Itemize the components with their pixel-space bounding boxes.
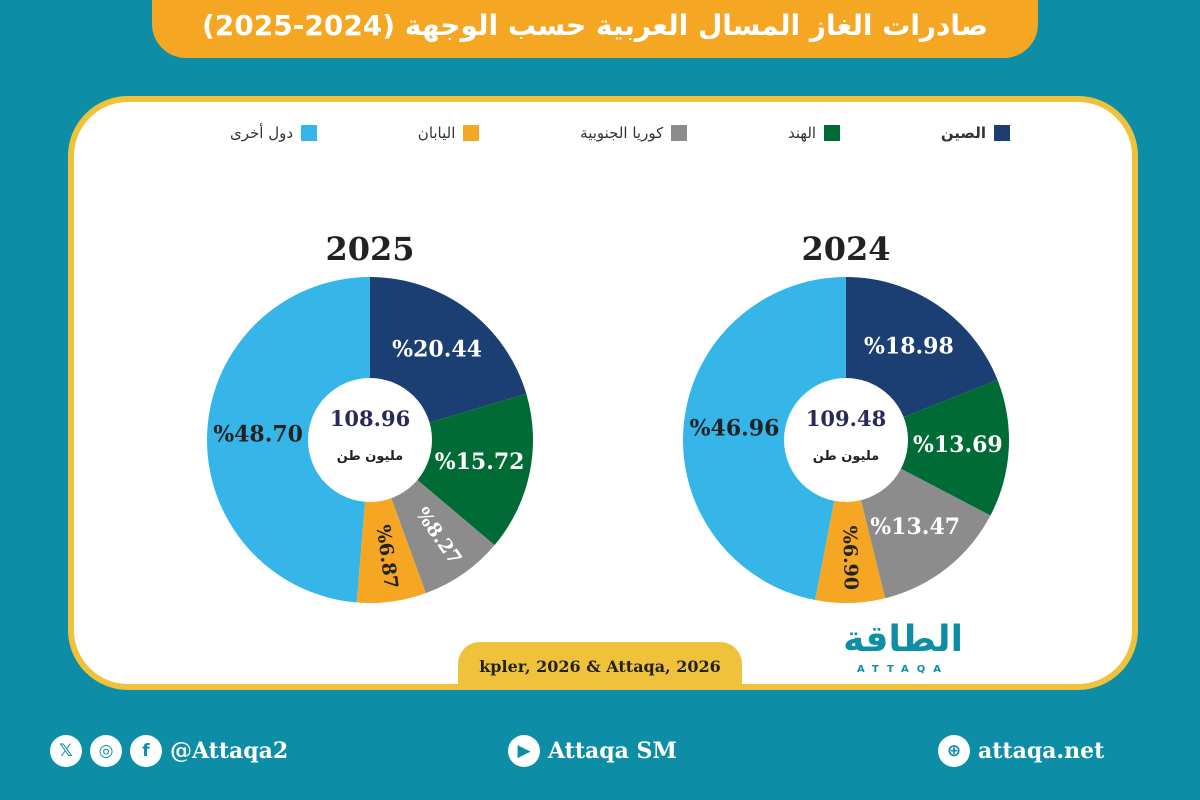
page-title: صادرات الغاز المسال العربية حسب الوجهة (… <box>152 0 1038 58</box>
social-handle[interactable]: @Attaqa2 <box>170 738 289 764</box>
website-link[interactable]: ⊕ attaqa.net <box>938 735 1104 767</box>
website-url: attaqa.net <box>978 738 1105 764</box>
youtube-icon: ▶ <box>508 735 540 767</box>
legend-swatch <box>994 125 1010 141</box>
pie-hole <box>308 378 432 502</box>
legend: الصين الهند كوريا الجنوبية اليابان دول أخرى <box>230 124 1010 142</box>
x-icon[interactable]: 𝕏 <box>50 735 82 767</box>
legend-label: كوريا الجنوبية <box>580 124 664 142</box>
legend-swatch <box>671 125 688 141</box>
slice-label: %18.98 <box>864 333 954 359</box>
pie-slice <box>683 277 846 601</box>
globe-icon: ⊕ <box>938 735 970 767</box>
legend-swatch <box>463 125 480 141</box>
legend-label: دول أخرى <box>230 124 294 142</box>
facebook-icon[interactable]: f <box>130 735 162 767</box>
slice-label: %20.44 <box>392 336 482 362</box>
legend-item: دول أخرى <box>230 124 318 142</box>
legend-swatch <box>301 125 318 141</box>
youtube-link[interactable]: ▶ Attaqa SM <box>508 735 677 767</box>
slice-label: %48.70 <box>213 421 303 447</box>
slice-label: %46.96 <box>690 415 780 441</box>
year-2024-title: 2024 <box>801 230 891 268</box>
total-unit: مليون طن <box>337 449 403 464</box>
social-links: 𝕏 ◎ f @Attaqa2 <box>50 735 288 767</box>
youtube-handle: Attaqa SM <box>548 738 677 764</box>
pie-hole <box>784 378 908 502</box>
slice-label: %13.47 <box>870 514 960 540</box>
year-2025-title: 2025 <box>325 230 415 268</box>
attaqa-logo: الطاقة ATTAQA <box>828 618 978 676</box>
legend-label: الهند <box>788 124 817 142</box>
slice-label: %6.90 <box>838 525 862 590</box>
instagram-icon[interactable]: ◎ <box>90 735 122 767</box>
total-value: 109.48 <box>806 406 886 431</box>
legend-label: الصين <box>940 124 986 142</box>
legend-item: الهند <box>788 124 841 142</box>
pie-slice <box>846 379 1009 516</box>
pie-slice <box>815 440 886 603</box>
slice-label: %15.72 <box>435 449 525 475</box>
slice-label: %13.69 <box>913 432 1003 458</box>
total-unit: مليون طن <box>813 449 879 464</box>
legend-item: الصين <box>941 124 1010 142</box>
legend-item: اليابان <box>418 124 480 142</box>
total-value: 108.96 <box>330 406 410 431</box>
logo-text: الطاقة <box>843 619 963 660</box>
source-label: kpler, 2026 & Attaqa, 2026 <box>458 642 742 688</box>
legend-item: كوريا الجنوبية <box>580 124 688 142</box>
logo-sub: ATTAQA <box>856 664 950 675</box>
legend-label: اليابان <box>417 124 456 142</box>
pie-slice <box>207 277 370 603</box>
legend-swatch <box>824 125 841 141</box>
